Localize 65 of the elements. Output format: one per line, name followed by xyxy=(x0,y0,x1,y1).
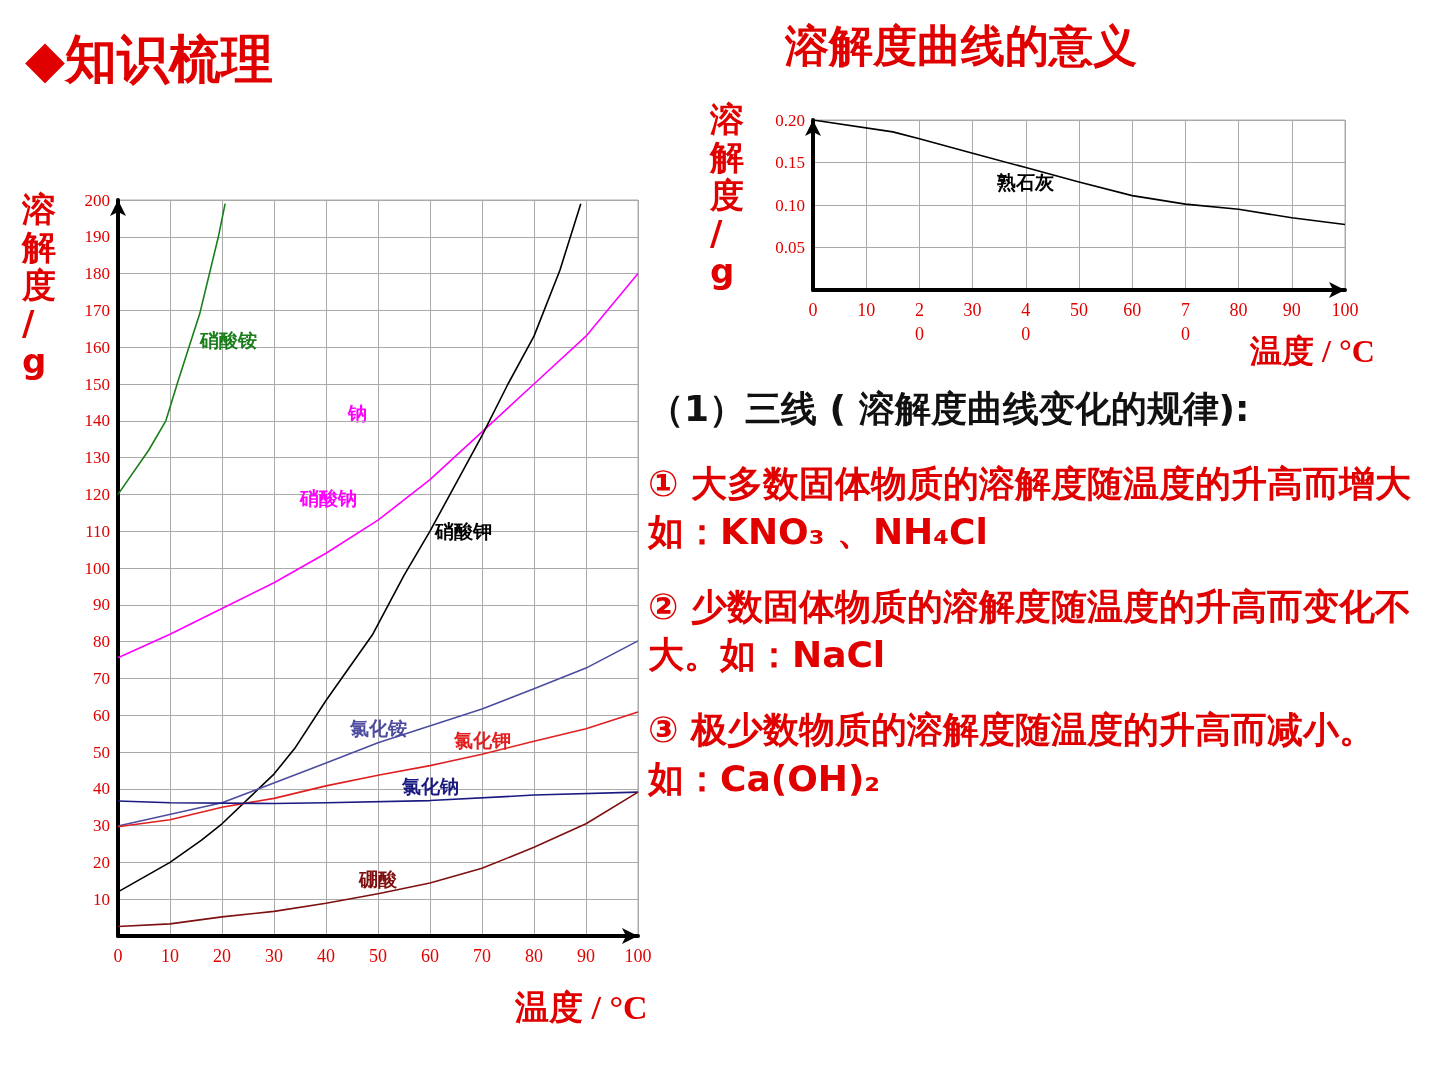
y-tick-label: 150 xyxy=(84,374,110,394)
y-tick-label: 60 xyxy=(93,705,110,725)
y-tick-label: 90 xyxy=(93,595,110,615)
y-tick-label: 70 xyxy=(93,668,110,688)
x-tick-label: 4 0 xyxy=(1021,300,1031,344)
y-tick-label: 10 xyxy=(93,889,110,909)
y-tick-label: 120 xyxy=(84,484,110,504)
series-label: 硝酸铵 xyxy=(199,328,258,351)
y-tick-label: 30 xyxy=(93,816,110,836)
series-label: 硼酸 xyxy=(358,868,398,891)
series-label: 硝酸钠 xyxy=(298,486,357,509)
y-tick-label: 190 xyxy=(84,227,110,247)
chart-title: 溶解度曲线的意义 xyxy=(784,19,1137,71)
chart-title: ◆知识梳理 xyxy=(25,29,273,89)
x-tick-label: 2 0 xyxy=(914,300,924,344)
x-tick-label: 60 xyxy=(421,946,439,966)
series-label: 硝酸钾 xyxy=(434,520,492,543)
x-axis-title: 温度 / °C xyxy=(1249,333,1375,369)
x-tick-label: 50 xyxy=(369,946,387,966)
y-tick-label: 50 xyxy=(93,742,110,762)
y-tick-label: 100 xyxy=(84,558,110,578)
x-tick-label: 100 xyxy=(1331,300,1359,320)
y-tick-label: 0.10 xyxy=(775,195,805,215)
x-tick-label: 80 xyxy=(1229,300,1248,320)
x-axis-title: 温度 / °C xyxy=(514,988,648,1026)
x-tick-label: 40 xyxy=(317,946,335,966)
y-tick-label: 0.15 xyxy=(775,153,805,172)
y-tick-label: 20 xyxy=(93,852,110,872)
y-tick-label: 160 xyxy=(84,337,110,357)
y-axis-title: 溶解度/g xyxy=(709,99,744,291)
text: ① 大多数固体物质的溶解度随温度的升高而增大如：KNO₃ 、NH₄Cl xyxy=(648,461,1412,555)
series-label: 氯化钾 xyxy=(452,728,511,751)
x-tick-label: 10 xyxy=(161,946,179,966)
text: ③ 极少数物质的溶解度随温度的升高而减小。如：Ca(OH)₂ xyxy=(648,707,1376,801)
x-tick-label: 70 xyxy=(473,946,491,966)
annotation: 钠 xyxy=(347,401,367,424)
x-tick-label: 90 xyxy=(1282,300,1301,320)
y-tick-label: 140 xyxy=(84,411,110,431)
x-tick-label: 100 xyxy=(624,946,652,966)
x-tick-label: 20 xyxy=(213,946,231,966)
y-tick-label: 0.20 xyxy=(775,110,805,130)
x-tick-label: 7 0 xyxy=(1180,300,1190,344)
y-tick-label: 80 xyxy=(93,632,110,652)
y-tick-label: 170 xyxy=(84,300,110,320)
x-tick-label: 10 xyxy=(857,300,876,320)
text: （1）三线 ( 溶解度曲线变化的规律): xyxy=(648,387,1251,431)
y-tick-label: 130 xyxy=(84,448,110,468)
x-tick-label: 0 xyxy=(808,300,818,320)
y-tick-label: 0.05 xyxy=(775,238,805,257)
x-tick-label: 90 xyxy=(577,946,595,966)
x-tick-label: 30 xyxy=(265,946,283,966)
y-axis-title: 溶解度/g xyxy=(21,189,56,381)
x-tick-label: 60 xyxy=(1123,300,1142,320)
y-tick-label: 40 xyxy=(93,779,110,799)
x-tick-label: 50 xyxy=(1070,300,1088,320)
series-label: 氯化钠 xyxy=(400,775,459,798)
x-tick-label: 0 xyxy=(113,946,123,966)
y-tick-label: 180 xyxy=(84,264,110,284)
series-label: 熟石灰 xyxy=(996,171,1056,194)
x-tick-label: 30 xyxy=(963,300,982,320)
x-tick-label: 80 xyxy=(525,946,543,966)
y-tick-label: 200 xyxy=(84,190,110,210)
series-label: 氯化铵 xyxy=(348,717,407,740)
text: ② 少数固体物质的溶解度随温度的升高而变化不大。如：NaCl xyxy=(648,584,1412,678)
y-tick-label: 110 xyxy=(85,521,110,541)
